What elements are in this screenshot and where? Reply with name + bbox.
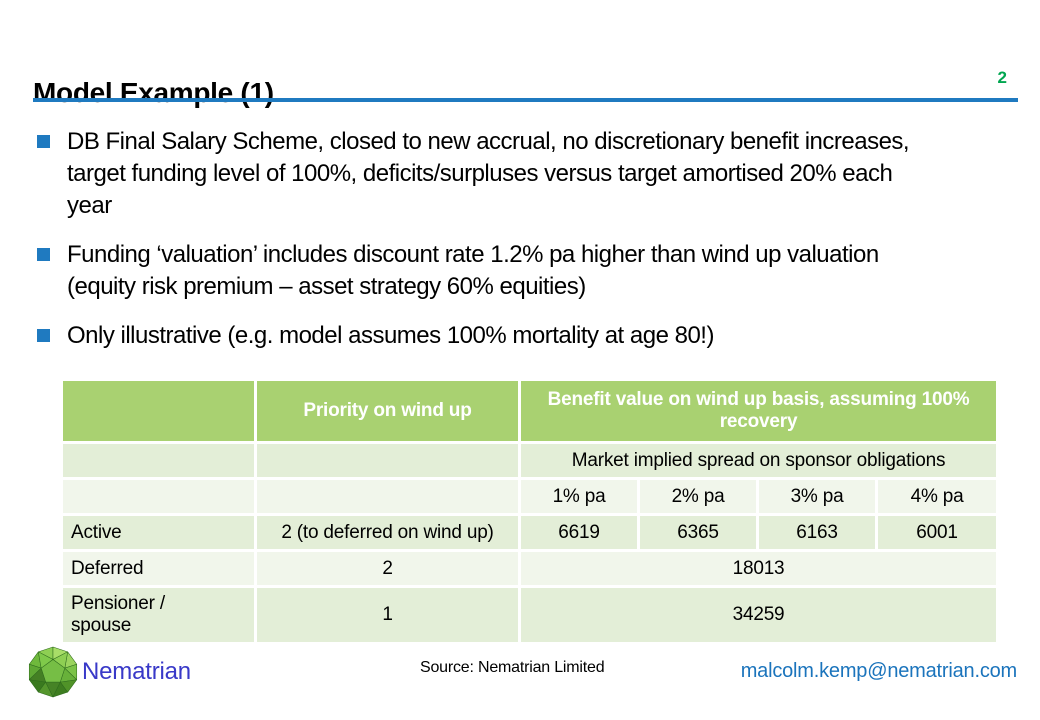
bullet-text: Funding ‘valuation’ includes discount ra… bbox=[67, 241, 879, 300]
value-cell: 6001 bbox=[874, 513, 1000, 552]
bullet-text: Only illustrative (e.g. model assumes 10… bbox=[67, 322, 714, 349]
table-row-pensioner: Pensioner / spouse 1 34259 bbox=[60, 585, 1000, 645]
header-cell-member bbox=[60, 378, 257, 444]
empty-cell bbox=[254, 441, 521, 480]
bullet-item: DB Final Salary Scheme, closed to new ac… bbox=[37, 126, 942, 222]
row-label: Pensioner / spouse bbox=[60, 585, 257, 645]
empty-cell bbox=[60, 441, 257, 480]
email-link[interactable]: malcolm.kemp@nematrian.com bbox=[740, 660, 1017, 682]
spread-col-header: 2% pa bbox=[637, 477, 759, 516]
bullet-text: DB Final Salary Scheme, closed to new ac… bbox=[67, 128, 910, 219]
table-subheader-row: Market implied spread on sponsor obligat… bbox=[60, 441, 1000, 480]
spread-col-header: 1% pa bbox=[518, 477, 640, 516]
table-row-active: Active 2 (to deferred on wind up) 6619 6… bbox=[60, 513, 1000, 552]
priority-cell: 2 bbox=[254, 549, 521, 588]
spread-col-header: 4% pa bbox=[874, 477, 1000, 516]
nematrian-logo-icon bbox=[28, 646, 78, 698]
header-cell-priority: Priority on wind up bbox=[254, 378, 521, 444]
source-note: Source: Nematrian Limited bbox=[420, 659, 605, 676]
subheader-cell: Market implied spread on sponsor obligat… bbox=[517, 441, 1000, 480]
empty-cell bbox=[254, 477, 521, 516]
row-label: Active bbox=[60, 513, 257, 552]
bullet-square-icon bbox=[37, 329, 50, 342]
bullet-list: DB Final Salary Scheme, closed to new ac… bbox=[37, 126, 942, 369]
brand-name: Nematrian bbox=[82, 658, 191, 685]
results-table: Priority on wind up Benefit value on win… bbox=[60, 378, 1000, 645]
empty-cell bbox=[60, 477, 257, 516]
bullet-square-icon bbox=[37, 248, 50, 261]
page-number: 2 bbox=[997, 68, 1007, 87]
table-row-deferred: Deferred 2 18013 bbox=[60, 549, 1000, 588]
header-cell-benefit: Benefit value on wind up basis, assuming… bbox=[517, 378, 1000, 444]
page-title: Model Example (1) bbox=[33, 76, 274, 108]
bullet-item: Only illustrative (e.g. model assumes 10… bbox=[37, 320, 942, 352]
bullet-item: Funding ‘valuation’ includes discount ra… bbox=[37, 239, 942, 303]
value-cell-merged: 34259 bbox=[517, 585, 1000, 645]
spread-columns-row: 1% pa 2% pa 3% pa 4% pa bbox=[60, 477, 1000, 516]
value-cell: 6365 bbox=[637, 513, 759, 552]
value-cell: 6163 bbox=[756, 513, 878, 552]
title-rule bbox=[33, 98, 1018, 102]
row-label: Deferred bbox=[60, 549, 257, 588]
value-cell: 6619 bbox=[518, 513, 640, 552]
value-cell-merged: 18013 bbox=[517, 549, 1000, 588]
priority-cell: 1 bbox=[254, 585, 521, 645]
priority-cell: 2 (to deferred on wind up) bbox=[254, 513, 521, 552]
bullet-square-icon bbox=[37, 135, 50, 148]
table-header-row: Priority on wind up Benefit value on win… bbox=[60, 378, 1000, 444]
spread-col-header: 3% pa bbox=[756, 477, 878, 516]
